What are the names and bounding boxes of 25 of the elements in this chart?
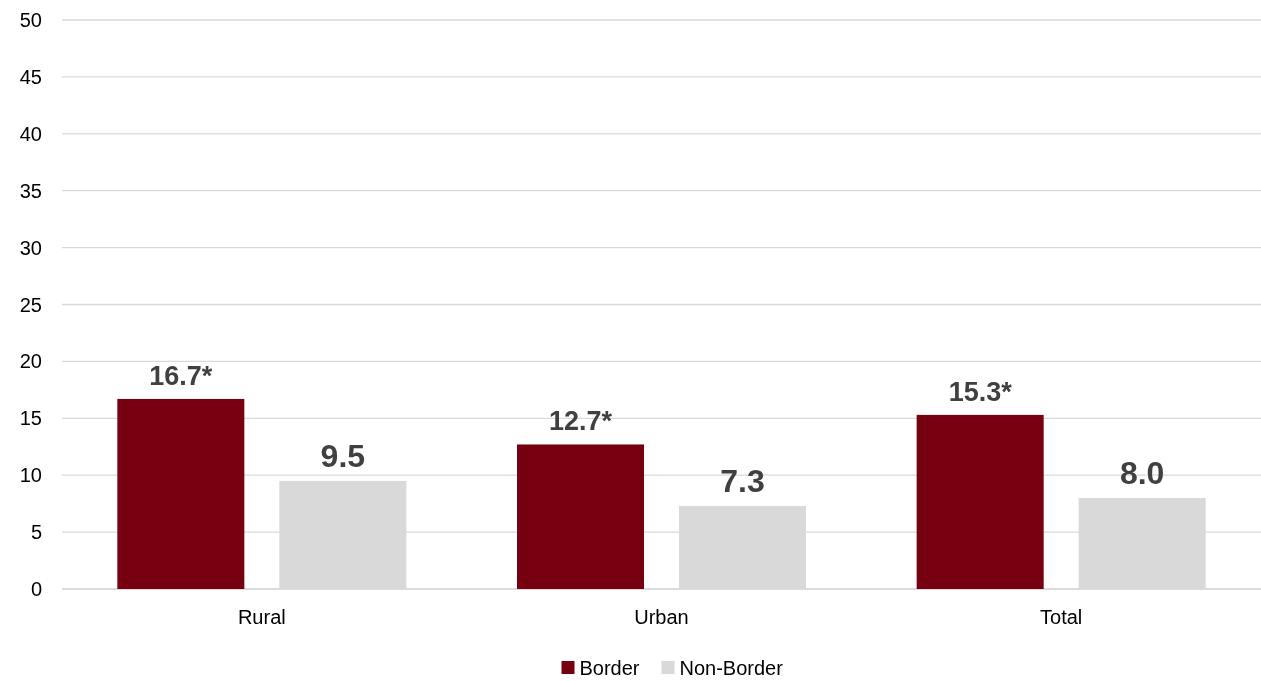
bar bbox=[117, 398, 245, 589]
data-label: 15.3* bbox=[948, 376, 1013, 407]
y-tick-label: 50 bbox=[19, 9, 42, 31]
data-label: 9.5 bbox=[320, 437, 366, 474]
y-tick-label: 40 bbox=[19, 122, 42, 145]
legend-label: Non-Border bbox=[679, 657, 784, 679]
x-tick-label: Rural bbox=[237, 606, 286, 628]
y-tick-label: 35 bbox=[19, 179, 42, 202]
data-label: 12.7* bbox=[548, 406, 613, 437]
y-tick-label: 10 bbox=[19, 464, 42, 487]
y-tick-label: 5 bbox=[30, 521, 42, 544]
y-tick-label: 45 bbox=[19, 65, 42, 88]
y-tick-label: 25 bbox=[19, 293, 42, 316]
legend-label: Border bbox=[579, 657, 640, 679]
x-tick-label: Urban bbox=[634, 606, 689, 628]
bar bbox=[916, 414, 1044, 589]
y-tick-label: 20 bbox=[19, 350, 42, 373]
x-tick-label: Total bbox=[1040, 606, 1083, 628]
y-tick-label: 0 bbox=[30, 578, 42, 600]
y-tick-label: 30 bbox=[19, 236, 42, 259]
y-tick-label: 15 bbox=[19, 407, 42, 430]
data-label: 8.0 bbox=[1119, 454, 1165, 491]
data-label: 16.7* bbox=[149, 360, 213, 391]
bar bbox=[517, 444, 644, 589]
data-label: 7.3 bbox=[720, 462, 765, 499]
